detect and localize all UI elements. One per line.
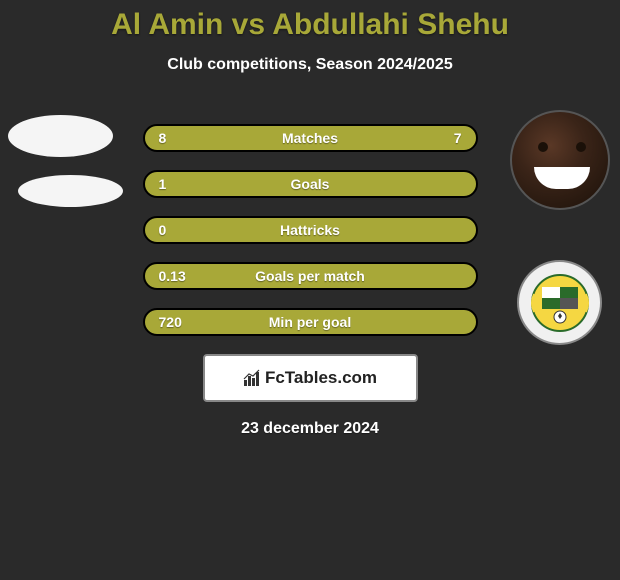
stat-row: 720 Min per goal [143, 308, 478, 336]
stat-row: 0.13 Goals per match [143, 262, 478, 290]
player2-face-graphic [512, 112, 608, 208]
club-logo-graphic [530, 273, 590, 333]
page-title: Al Amin vs Abdullahi Shehu [0, 8, 620, 42]
player2-club-logo [517, 260, 602, 345]
stat-label: Goals per match [199, 268, 422, 284]
stat-label: Matches [199, 130, 422, 146]
stat-label: Hattricks [199, 222, 422, 238]
stat-row: 8 Matches 7 [143, 124, 478, 152]
player1-avatar-placeholder [8, 115, 113, 157]
stat-left-value: 0.13 [159, 268, 199, 284]
stat-row: 0 Hattricks [143, 216, 478, 244]
bar-chart-icon [243, 369, 261, 387]
fctables-badge[interactable]: FcTables.com [203, 354, 418, 402]
player2-avatar [510, 110, 610, 210]
stats-container: 8 Matches 7 1 Goals 0 Hattricks 0.13 Goa… [143, 124, 478, 336]
stat-row: 1 Goals [143, 170, 478, 198]
stat-left-value: 8 [159, 130, 199, 146]
fctables-label: FcTables.com [265, 368, 377, 388]
stat-left-value: 0 [159, 222, 199, 238]
stat-label: Min per goal [199, 314, 422, 330]
stat-right-value: 7 [422, 130, 462, 146]
stat-left-value: 1 [159, 176, 199, 192]
date-label: 23 december 2024 [0, 420, 620, 438]
player1-club-placeholder [18, 175, 123, 207]
stat-left-value: 720 [159, 314, 199, 330]
subtitle: Club competitions, Season 2024/2025 [0, 56, 620, 74]
stat-label: Goals [199, 176, 422, 192]
